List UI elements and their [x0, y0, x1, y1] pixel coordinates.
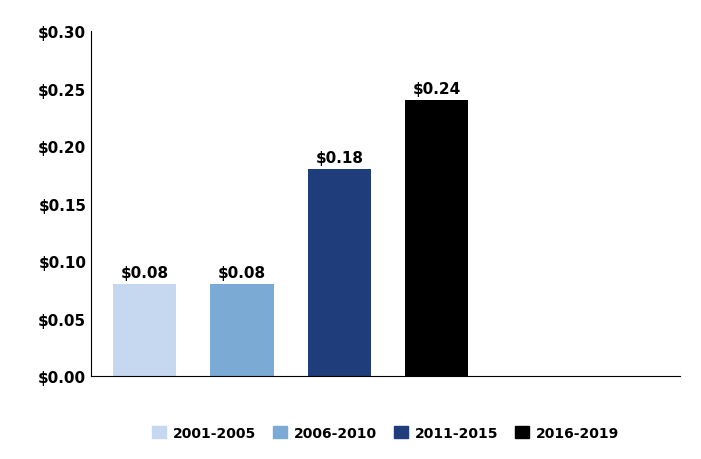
Text: $0.08: $0.08 — [218, 265, 266, 280]
Legend: 2001-2005, 2006-2010, 2011-2015, 2016-2019: 2001-2005, 2006-2010, 2011-2015, 2016-20… — [147, 420, 625, 445]
Bar — [113, 285, 176, 376]
Text: $0.08: $0.08 — [121, 265, 169, 280]
Text: $0.24: $0.24 — [412, 81, 461, 96]
Bar — [405, 101, 468, 376]
Bar — [210, 285, 273, 376]
Bar — [308, 170, 371, 376]
Text: $0.18: $0.18 — [315, 150, 363, 165]
